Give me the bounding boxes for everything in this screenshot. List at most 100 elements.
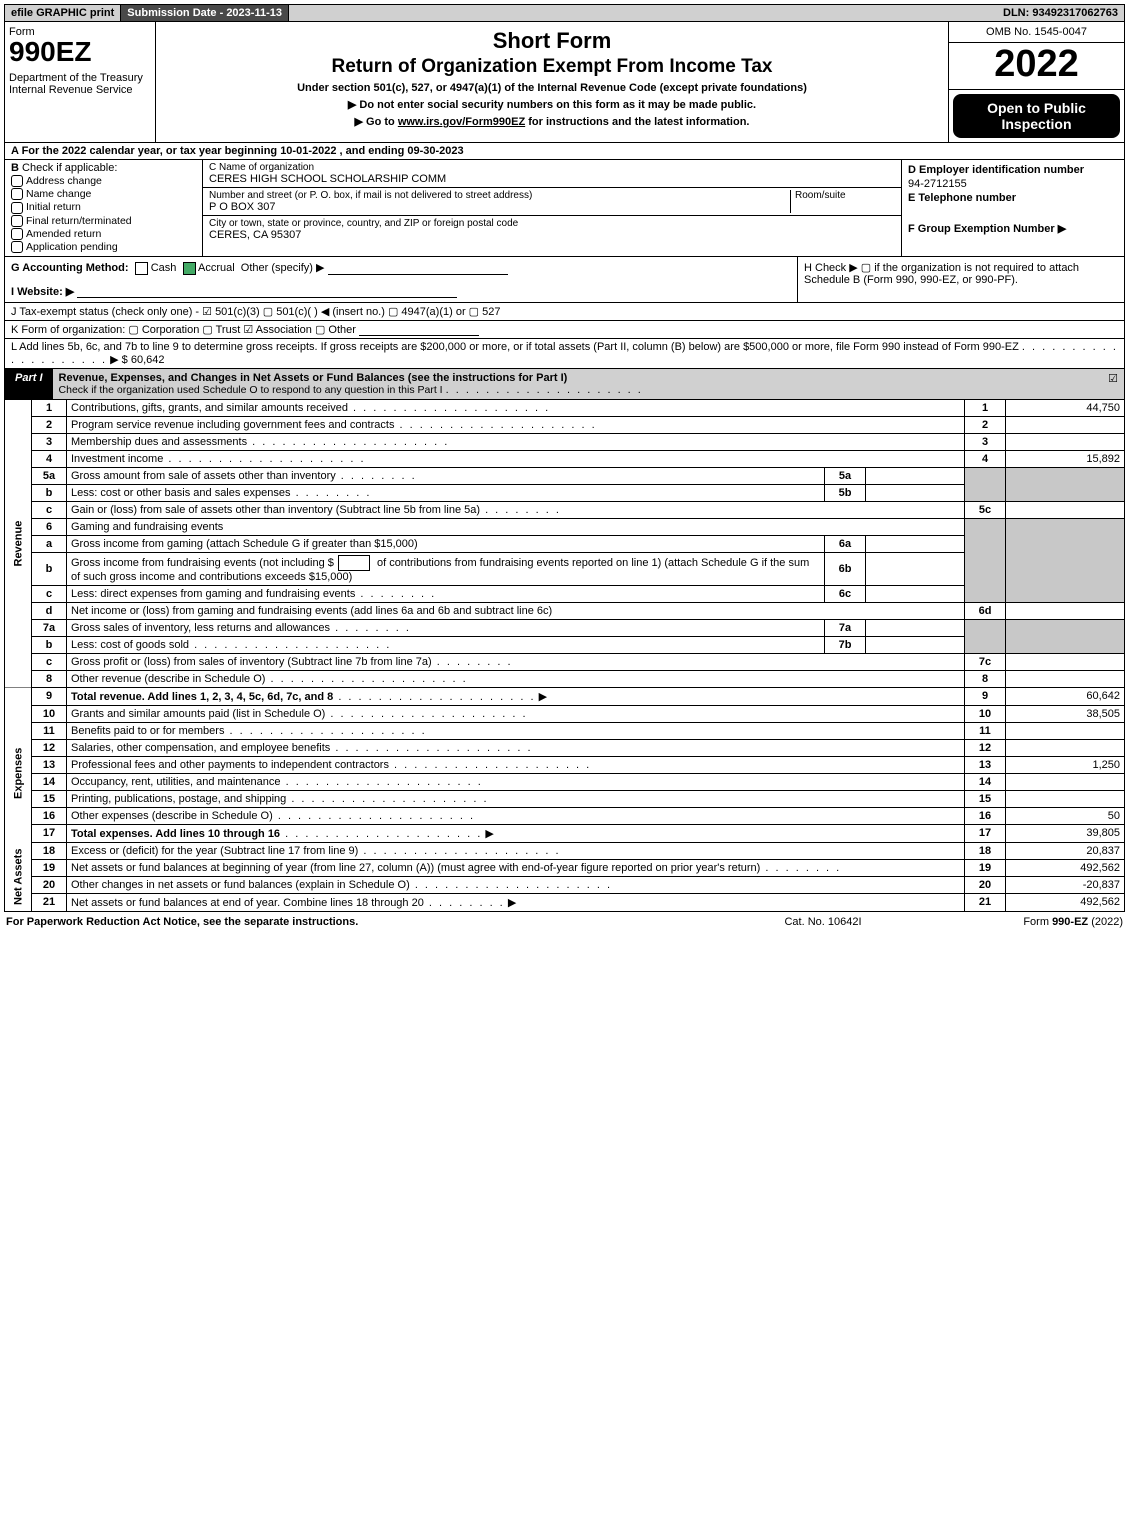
- l11-num: 11: [32, 722, 67, 739]
- l14-num: 14: [32, 773, 67, 790]
- l4-rnum: 4: [965, 450, 1006, 467]
- header-right: OMB No. 1545-0047 2022 Open to Public In…: [949, 22, 1124, 142]
- l6a-boxval: [866, 535, 965, 552]
- l8-rval: [1006, 670, 1125, 687]
- l16-rnum: 16: [965, 807, 1006, 824]
- l5a-num: 5a: [32, 467, 67, 484]
- footer-center: Cat. No. 10642I: [723, 916, 923, 928]
- section-h: H Check ▶ ▢ if the organization is not r…: [797, 257, 1124, 302]
- check-application-pending[interactable]: Application pending: [11, 241, 196, 253]
- l11-rnum: 11: [965, 722, 1006, 739]
- l1-desc: Contributions, gifts, grants, and simila…: [67, 400, 965, 417]
- l18-rval: 20,837: [1006, 842, 1125, 859]
- gross-receipts: 60,642: [131, 354, 165, 366]
- l21-rval: 492,562: [1006, 893, 1125, 911]
- l13-rnum: 13: [965, 756, 1006, 773]
- efile-print[interactable]: efile GRAPHIC print: [5, 5, 121, 21]
- open-public-badge: Open to Public Inspection: [953, 94, 1120, 138]
- l5-shade-val: [1006, 467, 1125, 501]
- l16-num: 16: [32, 807, 67, 824]
- check-cash[interactable]: [135, 262, 148, 275]
- l4-rval: 15,892: [1006, 450, 1125, 467]
- top-bar: efile GRAPHIC print Submission Date - 20…: [4, 4, 1125, 22]
- section-c: C Name of organization CERES HIGH SCHOOL…: [203, 160, 902, 256]
- l2-num: 2: [32, 416, 67, 433]
- l2-rval: [1006, 416, 1125, 433]
- l7b-desc: Less: cost of goods sold: [67, 636, 825, 653]
- l17-rnum: 17: [965, 824, 1006, 842]
- l7a-box: 7a: [825, 619, 866, 636]
- other-method-input[interactable]: [328, 262, 508, 275]
- l16-desc: Other expenses (describe in Schedule O): [67, 807, 965, 824]
- l18-desc: Excess or (deficit) for the year (Subtra…: [67, 842, 965, 859]
- topbar-spacer: [289, 5, 997, 21]
- l18-rnum: 18: [965, 842, 1006, 859]
- check-amended-return[interactable]: Amended return: [11, 228, 196, 240]
- l9-num: 9: [32, 687, 67, 705]
- l9-rnum: 9: [965, 687, 1006, 705]
- dept-treasury: Department of the Treasury Internal Reve…: [9, 72, 151, 96]
- f-label: F Group Exemption Number ▶: [908, 223, 1066, 235]
- l4-desc: Investment income: [67, 450, 965, 467]
- part1-check[interactable]: ☑: [1102, 369, 1124, 399]
- l10-rnum: 10: [965, 705, 1006, 722]
- l5b-box: 5b: [825, 484, 866, 501]
- l8-desc: Other revenue (describe in Schedule O): [67, 670, 965, 687]
- submission-date: Submission Date - 2023-11-13: [121, 5, 289, 21]
- vtab-expenses: Expenses: [5, 705, 32, 842]
- l20-desc: Other changes in net assets or fund bala…: [67, 876, 965, 893]
- l17-rval: 39,805: [1006, 824, 1125, 842]
- l6-desc: Gaming and fundraising events: [67, 518, 965, 535]
- l14-desc: Occupancy, rent, utilities, and maintena…: [67, 773, 965, 790]
- l6b-amount-input[interactable]: [338, 555, 370, 571]
- section-b: B Check if applicable: Address change Na…: [5, 160, 203, 256]
- check-name-change[interactable]: Name change: [11, 188, 196, 200]
- l6-num: 6: [32, 518, 67, 535]
- l12-rnum: 12: [965, 739, 1006, 756]
- goto-pre: ▶ Go to: [355, 116, 398, 128]
- short-form-title: Short Form: [160, 28, 944, 54]
- l7c-num: c: [32, 653, 67, 670]
- d-label: D Employer identification number: [908, 164, 1084, 176]
- l6d-desc: Net income or (loss) from gaming and fun…: [67, 602, 965, 619]
- l17-desc: Total expenses. Add lines 10 through 16 …: [67, 824, 965, 842]
- check-final-return[interactable]: Final return/terminated: [11, 215, 196, 227]
- l1-num: 1: [32, 400, 67, 417]
- page-footer: For Paperwork Reduction Act Notice, see …: [4, 912, 1125, 932]
- website-input[interactable]: [77, 285, 457, 298]
- header-center: Short Form Return of Organization Exempt…: [156, 22, 949, 142]
- l7c-desc: Gross profit or (loss) from sales of inv…: [67, 653, 965, 670]
- l3-desc: Membership dues and assessments: [67, 433, 965, 450]
- irs-link[interactable]: www.irs.gov/Form990EZ: [398, 116, 525, 128]
- l7b-num: b: [32, 636, 67, 653]
- l4-num: 4: [32, 450, 67, 467]
- l3-rnum: 3: [965, 433, 1006, 450]
- l5-shade: [965, 467, 1006, 501]
- ein: 94-2712155: [908, 178, 1118, 190]
- l2-desc: Program service revenue including govern…: [67, 416, 965, 433]
- l6d-rnum: 6d: [965, 602, 1006, 619]
- check-address-change[interactable]: Address change: [11, 175, 196, 187]
- l7-shade: [965, 619, 1006, 653]
- l19-desc: Net assets or fund balances at beginning…: [67, 859, 965, 876]
- vtab-revenue: Revenue: [5, 400, 32, 688]
- other-org-input[interactable]: [359, 323, 479, 336]
- l5c-rnum: 5c: [965, 501, 1006, 518]
- l21-desc: Net assets or fund balances at end of ye…: [67, 893, 965, 911]
- l6a-num: a: [32, 535, 67, 552]
- l6-shade: [965, 518, 1006, 602]
- l7a-num: 7a: [32, 619, 67, 636]
- l5b-boxval: [866, 484, 965, 501]
- l6c-boxval: [866, 585, 965, 602]
- goto-line: ▶ Go to www.irs.gov/Form990EZ for instru…: [160, 115, 944, 128]
- b-checkif: Check if applicable:: [22, 162, 117, 174]
- vtab-netassets: Net Assets: [5, 842, 32, 911]
- goto-post: for instructions and the latest informat…: [525, 116, 749, 128]
- l1-rnum: 1: [965, 400, 1006, 417]
- l19-rnum: 19: [965, 859, 1006, 876]
- l7b-box: 7b: [825, 636, 866, 653]
- check-initial-return[interactable]: Initial return: [11, 201, 196, 213]
- l5c-num: c: [32, 501, 67, 518]
- check-accrual[interactable]: [183, 262, 196, 275]
- form-number: 990EZ: [9, 38, 151, 66]
